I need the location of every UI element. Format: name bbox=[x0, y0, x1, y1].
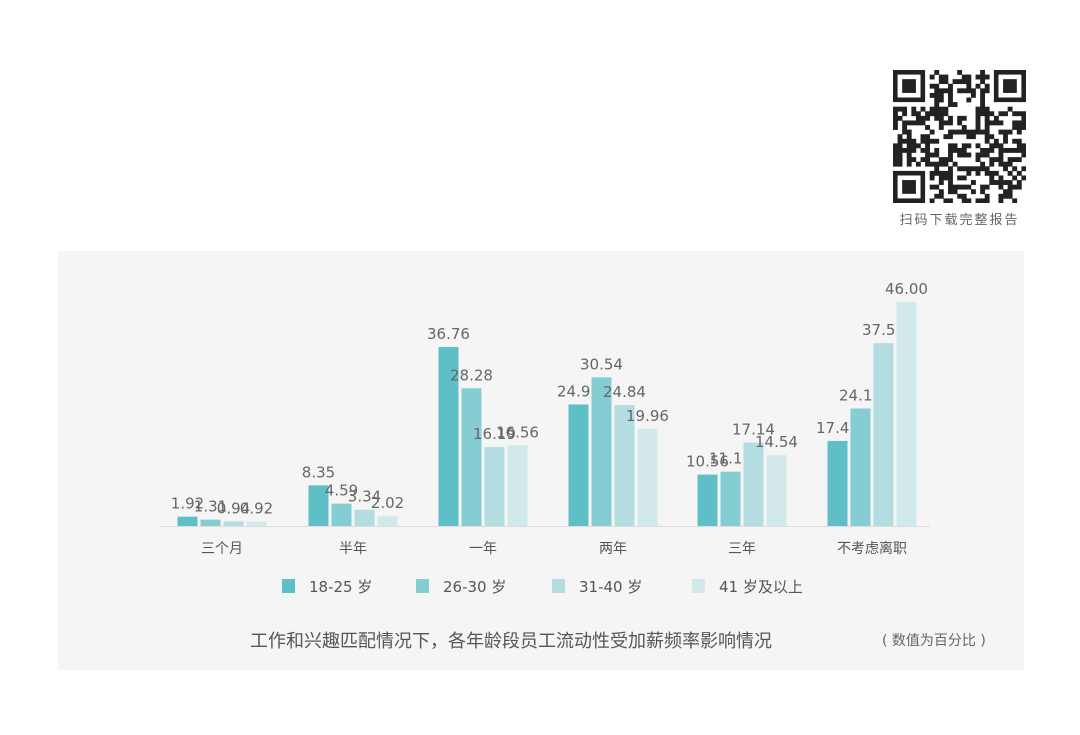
data-label: 4.59 bbox=[325, 482, 358, 500]
bar bbox=[591, 377, 612, 526]
qr-block: 扫码下载完整报告 bbox=[893, 70, 1026, 228]
data-label: 17.14 bbox=[732, 421, 775, 439]
data-label: 17.47 bbox=[816, 419, 859, 437]
bar bbox=[873, 343, 894, 526]
data-label: 19.96 bbox=[626, 407, 669, 425]
data-label: 10.56 bbox=[686, 453, 729, 471]
data-label: 8.35 bbox=[302, 463, 335, 481]
category-label: 三年 bbox=[728, 541, 756, 557]
category-label: 三个月 bbox=[201, 541, 243, 557]
legend-item: 18-25 岁 bbox=[282, 574, 372, 598]
data-label: 24.13 bbox=[839, 386, 882, 404]
bar bbox=[200, 519, 221, 526]
legend-item: 41 岁及以上 bbox=[692, 574, 803, 598]
bar bbox=[331, 503, 352, 526]
bar bbox=[896, 301, 917, 526]
bar bbox=[246, 521, 267, 526]
bar bbox=[614, 405, 635, 526]
bar bbox=[697, 474, 718, 526]
legend-item: 31-40 岁 bbox=[552, 574, 642, 598]
data-label: 1.92 bbox=[171, 495, 204, 513]
legend-swatch bbox=[552, 579, 565, 593]
legend-swatch bbox=[416, 579, 429, 593]
legend-label: 31-40 岁 bbox=[579, 577, 643, 596]
data-label: 3.34 bbox=[348, 488, 381, 506]
bar bbox=[308, 485, 329, 526]
data-label: 30.54 bbox=[580, 355, 623, 373]
bar bbox=[484, 447, 505, 526]
bar bbox=[766, 455, 787, 526]
data-label: 28.28 bbox=[450, 366, 493, 384]
category-label: 不考虑离职 bbox=[837, 540, 907, 557]
legend-label: 26-30 岁 bbox=[443, 577, 507, 596]
data-label: 14.54 bbox=[755, 433, 798, 451]
data-label: 0.94 bbox=[217, 499, 250, 517]
qr-code-icon[interactable] bbox=[893, 70, 1026, 203]
data-label: 37.55 bbox=[862, 321, 905, 339]
bar bbox=[461, 388, 482, 526]
data-label: 16.19 bbox=[473, 425, 516, 443]
chart-legend: 18-25 岁 26-30 岁 31-40 岁 41 岁及以上 bbox=[0, 574, 1080, 598]
legend-label: 41 岁及以上 bbox=[719, 577, 803, 596]
chart-title: 工作和兴趣匹配情况下，各年龄段员工流动性受加薪频率影响情况 bbox=[250, 631, 772, 652]
bar bbox=[177, 516, 198, 526]
bar bbox=[720, 471, 741, 526]
bar bbox=[223, 521, 244, 526]
bar bbox=[827, 440, 848, 526]
category-label: 一年 bbox=[469, 541, 497, 557]
bar bbox=[377, 516, 398, 526]
bar bbox=[568, 404, 589, 526]
qr-caption: 扫码下载完整报告 bbox=[899, 213, 1020, 228]
bar bbox=[354, 509, 375, 526]
category-label: 两年 bbox=[599, 541, 627, 557]
data-label: 24.84 bbox=[603, 383, 646, 401]
bar bbox=[743, 442, 764, 526]
data-label: 36.76 bbox=[427, 325, 470, 343]
data-label: 11.15 bbox=[709, 450, 752, 468]
bar bbox=[438, 346, 459, 526]
legend-item: 26-30 岁 bbox=[416, 574, 506, 598]
legend-swatch bbox=[692, 579, 705, 593]
data-label: 46.00 bbox=[885, 280, 928, 298]
data-label: 16.56 bbox=[496, 423, 539, 441]
bar bbox=[637, 428, 658, 526]
unit-note: ( 数值为百分比 ) bbox=[882, 633, 986, 649]
legend-label: 18-25 岁 bbox=[309, 577, 373, 596]
data-label: 0.92 bbox=[240, 500, 273, 518]
data-label: 2.02 bbox=[371, 494, 404, 512]
data-label: 24.95 bbox=[557, 382, 600, 400]
legend-swatch bbox=[282, 579, 295, 593]
category-label: 半年 bbox=[339, 541, 367, 557]
bar bbox=[850, 408, 871, 526]
bar bbox=[507, 445, 528, 526]
data-label: 1.31 bbox=[194, 498, 227, 516]
